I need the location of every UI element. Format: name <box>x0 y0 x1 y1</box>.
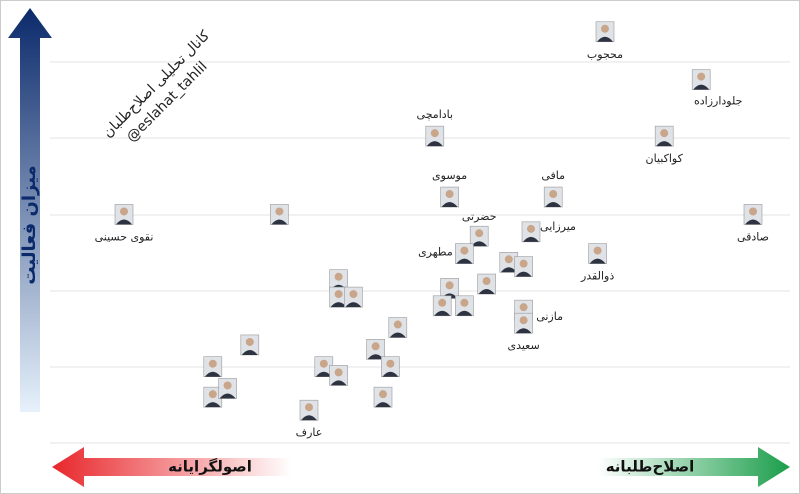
point-label: مافی <box>541 169 565 182</box>
portrait-head <box>430 129 439 138</box>
portrait-head <box>379 390 387 399</box>
portrait-body <box>434 310 451 316</box>
portrait-head <box>208 390 217 399</box>
portrait-body <box>523 236 539 242</box>
portrait-body <box>375 402 391 408</box>
portrait-body <box>330 302 347 308</box>
point-label: مازنی <box>536 310 563 323</box>
portrait-head <box>120 207 128 216</box>
y-arrow <box>8 8 52 412</box>
grid <box>50 61 790 444</box>
portrait-head <box>593 246 602 255</box>
portrait-head <box>482 277 491 286</box>
right-label: اصلاح‌طلبانه <box>606 458 695 476</box>
portrait-head <box>660 129 669 138</box>
portrait-head <box>519 316 528 325</box>
portrait-body <box>693 84 710 90</box>
portrait-body <box>382 371 399 377</box>
right-arrow <box>598 447 790 487</box>
portrait-body <box>426 141 443 147</box>
portrait-head <box>275 207 284 216</box>
point-label: صادقی <box>737 230 769 243</box>
portrait-head <box>445 190 454 199</box>
portrait-body <box>545 202 562 208</box>
portrait-body <box>656 141 673 147</box>
portrait-head <box>245 337 254 346</box>
portrait-body <box>219 393 236 399</box>
point-label: عارف <box>296 426 323 439</box>
portrait-head <box>445 281 454 290</box>
portrait-body <box>330 380 347 386</box>
portrait-body <box>345 302 362 308</box>
portrait-body <box>597 36 613 42</box>
portrait-head <box>223 381 232 390</box>
point-label: موسوی <box>432 169 467 182</box>
portrait-head <box>527 224 535 233</box>
portrait-head <box>460 246 469 255</box>
point-label: نقوی حسینی <box>95 230 154 243</box>
portrait-body <box>301 415 317 421</box>
portrait-body <box>116 219 132 225</box>
point-label: مطهری <box>418 246 453 259</box>
portrait-head <box>504 255 513 264</box>
point-label: حضرتی <box>462 210 497 223</box>
portrait-head <box>460 298 469 307</box>
portrait-head <box>601 24 609 33</box>
point-label: ذوالقدر <box>580 270 614 283</box>
portrait-body <box>745 219 761 225</box>
point-label: بادامچی <box>417 108 454 121</box>
portrait-body <box>271 219 288 225</box>
portrait-body <box>389 332 406 338</box>
portrait-head <box>393 320 402 329</box>
portrait-body <box>471 241 488 247</box>
point-label: میرزایی <box>540 220 576 233</box>
portrait-head <box>305 403 313 412</box>
point-label: کواکبیان <box>646 152 684 165</box>
portrait-body <box>589 258 606 264</box>
y-label: میزان فعالیت <box>19 165 40 284</box>
portrait-head <box>438 298 447 307</box>
portrait-head <box>475 229 484 238</box>
portrait-head <box>319 359 328 368</box>
portrait-body <box>241 349 258 355</box>
portrait-body <box>515 328 532 334</box>
portrait-body <box>456 310 473 316</box>
portrait-body <box>515 271 532 277</box>
point-label: سعیدی <box>507 339 539 352</box>
portrait-head <box>349 290 358 299</box>
portrait-body <box>204 402 221 408</box>
portrait-body <box>500 267 517 273</box>
portrait-head <box>549 190 558 199</box>
portrait-head <box>519 259 528 268</box>
portrait-head <box>371 342 380 351</box>
portrait-head <box>208 359 217 368</box>
point-label: جلودارزاده <box>694 95 742 108</box>
left-label: اصولگرایانه <box>168 458 252 476</box>
portrait-head <box>334 290 343 299</box>
portrait-head <box>697 72 706 81</box>
portrait-head <box>519 303 528 312</box>
point-label: محجوب <box>587 48 623 61</box>
portrait-head <box>334 368 343 377</box>
left-arrow <box>52 447 292 487</box>
portrait-head <box>386 359 395 368</box>
portrait-head <box>334 272 343 281</box>
portrait-body <box>456 258 473 264</box>
portrait-body <box>315 371 332 377</box>
portrait-head <box>749 207 757 216</box>
portrait-body <box>367 354 384 360</box>
portrait-body <box>204 371 221 377</box>
portrait-body <box>478 289 495 295</box>
portrait-body <box>441 202 458 208</box>
